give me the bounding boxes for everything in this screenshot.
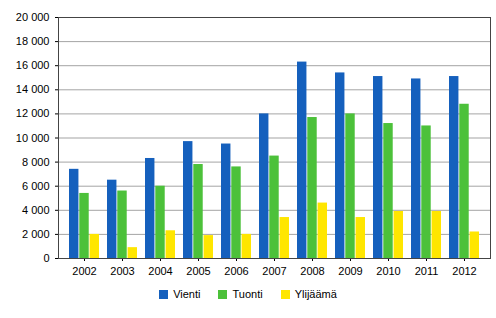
svg-text:16 000: 16 000 bbox=[16, 59, 50, 71]
svg-text:10 000: 10 000 bbox=[16, 132, 50, 144]
svg-text:2007: 2007 bbox=[262, 265, 286, 277]
svg-text:2006: 2006 bbox=[224, 265, 248, 277]
svg-text:2010: 2010 bbox=[376, 265, 400, 277]
svg-text:14 000: 14 000 bbox=[16, 83, 50, 95]
svg-text:6 000: 6 000 bbox=[22, 180, 50, 192]
svg-text:2003: 2003 bbox=[110, 265, 134, 277]
svg-text:8 000: 8 000 bbox=[22, 156, 50, 168]
svg-text:18 000: 18 000 bbox=[16, 35, 50, 47]
html-text:Ylijäämä: Ylijäämä bbox=[294, 288, 337, 300]
svg-text:2 000: 2 000 bbox=[22, 228, 50, 240]
svg-text:12 000: 12 000 bbox=[16, 107, 50, 119]
html-text:Tuonti: Tuonti bbox=[232, 288, 263, 300]
svg-text:2004: 2004 bbox=[148, 265, 172, 277]
svg-text:0: 0 bbox=[43, 252, 49, 264]
svg-text:20 000: 20 000 bbox=[16, 11, 50, 23]
svg-text:2002: 2002 bbox=[72, 265, 96, 277]
svg-text:2008: 2008 bbox=[300, 265, 324, 277]
svg-text:2009: 2009 bbox=[338, 265, 362, 277]
html-text:Vienti: Vienti bbox=[173, 288, 201, 300]
svg-text:2011: 2011 bbox=[415, 265, 439, 277]
svg-text:2005: 2005 bbox=[186, 265, 210, 277]
svg-text:2012: 2012 bbox=[452, 265, 476, 277]
svg-text:4 000: 4 000 bbox=[22, 204, 50, 216]
